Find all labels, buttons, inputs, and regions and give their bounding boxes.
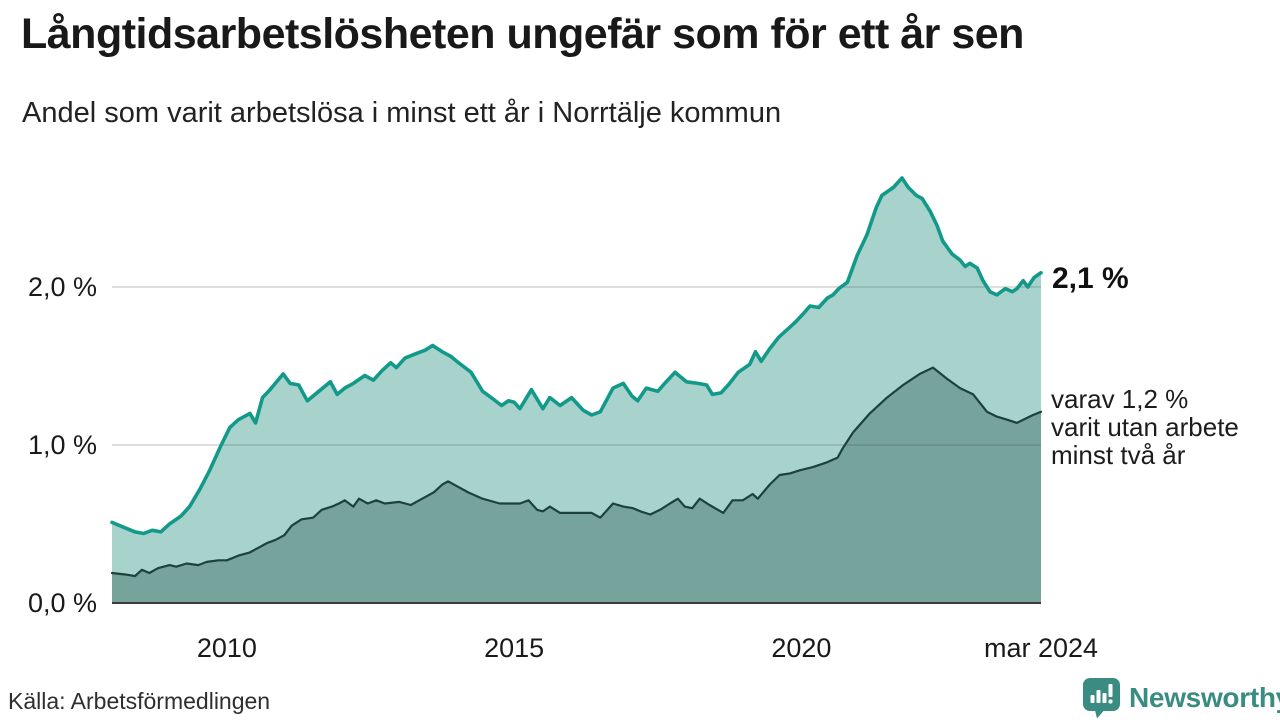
series-line-1	[110, 366, 1043, 578]
x-tick-label: 2020	[771, 633, 831, 663]
y-tick-label: 0,0 %	[28, 588, 97, 618]
page-title: Långtidsarbetslösheten ungefär som för e…	[21, 10, 1024, 58]
annotation-latest-total: 2,1 %	[1052, 262, 1129, 295]
y-tick-label: 1,0 %	[28, 430, 97, 460]
series-line-0	[110, 176, 1043, 536]
newsworthy-brand: Newsworthy	[1082, 676, 1280, 720]
x-tick-label: 2010	[197, 633, 257, 663]
x-tick-label: 2015	[484, 633, 544, 663]
annotation-two-years-line: varav 1,2 %	[1051, 384, 1188, 414]
source-note: Källa: Arbetsförmedlingen	[8, 688, 271, 714]
newsworthy-wordmark: Newsworthy	[1129, 682, 1280, 713]
annotation-two-years-line: varit utan arbete	[1051, 412, 1239, 442]
series-area-1	[112, 367, 1041, 603]
x-tick-label: mar 2024	[984, 633, 1098, 663]
annotation-two-years-line: minst två år	[1051, 440, 1186, 470]
newsworthy-logo-icon	[1083, 678, 1120, 719]
chart-subtitle: Andel som varit arbetslösa i minst ett å…	[22, 97, 782, 129]
y-tick-label: 2,0 %	[28, 272, 97, 302]
